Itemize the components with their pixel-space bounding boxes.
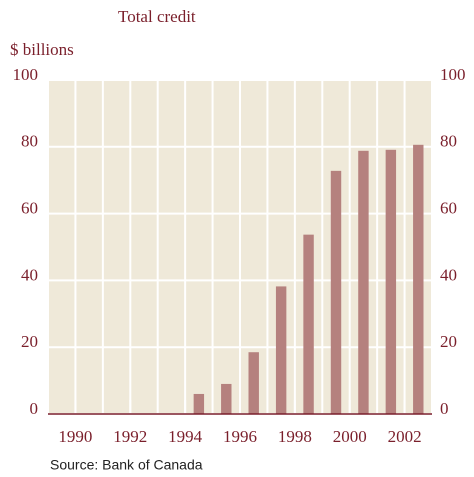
bar: [193, 393, 205, 414]
bar: [330, 170, 342, 414]
y-tick-label: 40: [21, 265, 38, 284]
bar: [275, 286, 287, 414]
y-tick-label: 60: [21, 199, 38, 218]
bar: [303, 234, 314, 414]
y2-tick-label: 40: [440, 265, 457, 284]
x-tick-label: 1998: [278, 427, 312, 446]
y2-tick-label: 80: [440, 132, 457, 151]
chart-title: Total credit: [118, 7, 196, 26]
bar: [248, 352, 259, 414]
x-tick-label: 1992: [113, 427, 147, 446]
source-note: Source: Bank of Canada: [50, 457, 203, 473]
x-tick-label: 2002: [388, 427, 422, 446]
x-tick-label: 1996: [223, 427, 257, 446]
y2-tick-label: 0: [440, 399, 449, 418]
y-tick-label: 0: [30, 399, 39, 418]
y-axis-label: $ billions: [10, 40, 74, 59]
bar: [413, 144, 424, 414]
y-tick-label: 80: [21, 132, 38, 151]
bar: [385, 149, 397, 414]
x-tick-label: 1990: [58, 427, 92, 446]
y-tick-label: 20: [21, 332, 38, 351]
y2-tick-label: 60: [440, 199, 457, 218]
bar: [358, 150, 369, 415]
x-tick-label: 2000: [333, 427, 367, 446]
y2-tick-label: 20: [440, 332, 457, 351]
x-tick-label: 1994: [168, 427, 203, 446]
bar: [221, 383, 232, 414]
y2-tick-label: 100: [440, 65, 466, 84]
y-tick-label: 100: [13, 65, 39, 84]
